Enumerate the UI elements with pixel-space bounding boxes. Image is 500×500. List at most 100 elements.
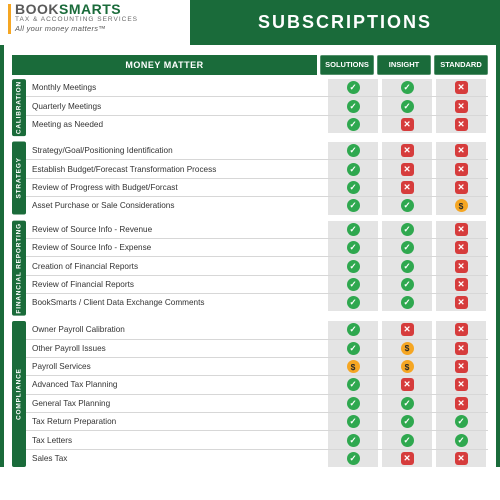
plan-cell: ✓	[326, 294, 380, 311]
logo-box: BOOKSMARTS TAX & ACCOUNTING SERVICES All…	[0, 0, 190, 45]
plan-cell: $	[380, 358, 434, 375]
plan-cell: ✕	[380, 142, 434, 159]
check-icon: ✓	[347, 323, 360, 336]
table-row: Advanced Tax Planning ✓ ✕ ✕	[26, 376, 488, 394]
check-icon: ✓	[347, 223, 360, 236]
check-icon: ✓	[347, 378, 360, 391]
check-icon: ✓	[401, 100, 414, 113]
plan-cell: ✓	[380, 257, 434, 274]
plan-cell: ✓	[326, 276, 380, 293]
plan-header-standard: STANDARD	[434, 55, 488, 75]
cross-icon: ✕	[455, 144, 468, 157]
plan-cell: ✓	[326, 97, 380, 114]
check-icon: ✓	[347, 397, 360, 410]
row-label: Sales Tax	[26, 450, 326, 467]
row-label: Review of Financial Reports	[26, 276, 326, 293]
table-row: Strategy/Goal/Positioning Identification…	[26, 142, 488, 160]
row-label: Monthly Meetings	[26, 79, 326, 96]
check-icon: ✓	[401, 278, 414, 291]
plan-cell: ✕	[434, 294, 488, 311]
section: STRATEGYStrategy/Goal/Positioning Identi…	[12, 142, 488, 215]
check-icon: ✓	[347, 296, 360, 309]
section-label: FINANCIAL REPORTING	[12, 221, 26, 316]
plan-cell: ✕	[434, 239, 488, 256]
check-icon: ✓	[401, 223, 414, 236]
table-row: Quarterly Meetings ✓ ✓ ✕	[26, 97, 488, 115]
plan-cell: ✕	[434, 257, 488, 274]
row-label: Review of Source Info - Expense	[26, 239, 326, 256]
check-icon: ✓	[455, 434, 468, 447]
plan-header-insight: INSIGHT	[377, 55, 431, 75]
dollar-icon: $	[401, 342, 414, 355]
table-row: Tax Return Preparation✓✓✓	[26, 413, 488, 431]
row-label: BookSmarts / Client Data Exchange Commen…	[26, 294, 326, 311]
table-row: Establish Budget/Forecast Transformation…	[26, 160, 488, 178]
plan-cell: ✕	[434, 221, 488, 238]
plan-cell: ✓	[380, 197, 434, 214]
row-label: Quarterly Meetings	[26, 97, 326, 114]
table-row: General Tax Planning✓✓✕	[26, 395, 488, 413]
plan-cell: ✓	[326, 179, 380, 196]
plan-cell: ✕	[434, 116, 488, 133]
logo-word-book: BOOK	[15, 1, 59, 17]
plan-cell: ✕	[434, 97, 488, 114]
cross-icon: ✕	[401, 118, 414, 131]
table-row: Monthly Meetings✓✓✕	[26, 79, 488, 97]
row-label: Other Payroll Issues	[26, 340, 326, 357]
cross-icon: ✕	[401, 181, 414, 194]
row-label: Tax Return Preparation	[26, 413, 326, 430]
banner-title: SUBSCRIPTIONS	[190, 0, 500, 45]
section-rows: Review of Source Info - Revenue✓✓✕Review…	[26, 221, 488, 316]
cross-icon: ✕	[401, 163, 414, 176]
cross-icon: ✕	[455, 118, 468, 131]
check-icon: ✓	[401, 296, 414, 309]
cross-icon: ✕	[455, 100, 468, 113]
cross-icon: ✕	[455, 360, 468, 373]
logo-accent	[8, 4, 11, 34]
cross-icon: ✕	[455, 81, 468, 94]
logo-tagline: All your money matters™	[15, 25, 138, 33]
cross-icon: ✕	[455, 296, 468, 309]
check-icon: ✓	[347, 100, 360, 113]
plan-cell: ✕	[434, 321, 488, 338]
table-row: Meeting as Needed✓ ✕ ✕	[26, 116, 488, 133]
cross-icon: ✕	[455, 223, 468, 236]
cross-icon: ✕	[401, 144, 414, 157]
row-label: Advanced Tax Planning	[26, 376, 326, 393]
plan-cell: $	[326, 358, 380, 375]
table-row: Review of Source Info - Expense✓✓✕	[26, 239, 488, 257]
plan-cell: ✓	[326, 79, 380, 96]
cross-icon: ✕	[455, 181, 468, 194]
dollar-icon: $	[347, 360, 360, 373]
section: COMPLIANCEOwner Payroll Calibration✓✕✕Ot…	[12, 321, 488, 467]
check-icon: ✓	[455, 415, 468, 428]
header-row: MONEY MATTER SOLUTIONS INSIGHT STANDARD	[12, 55, 488, 75]
cross-icon: ✕	[401, 323, 414, 336]
table-row: Review of Source Info - Revenue✓✓✕	[26, 221, 488, 239]
row-label: Meeting as Needed	[26, 116, 326, 133]
table-row: Review of Progress with Budget/Forcast✓✕…	[26, 179, 488, 197]
plan-cell: ✓	[434, 431, 488, 448]
plan-cell: ✓	[380, 276, 434, 293]
check-icon: ✓	[401, 199, 414, 212]
section: FINANCIAL REPORTINGReview of Source Info…	[12, 221, 488, 316]
row-label: Asset Purchase or Sale Considerations	[26, 197, 326, 214]
plan-cell: ✕	[434, 395, 488, 412]
plan-cell: ✓	[380, 97, 434, 114]
plan-cell: ✓	[380, 79, 434, 96]
cross-icon: ✕	[455, 241, 468, 254]
cross-icon: ✕	[401, 378, 414, 391]
table-row: Review of Financial Reports✓✓✕	[26, 276, 488, 294]
cross-icon: ✕	[455, 378, 468, 391]
row-label: Creation of Financial Reports	[26, 257, 326, 274]
dollar-icon: $	[401, 360, 414, 373]
dollar-icon: $	[455, 199, 468, 212]
table-row: Asset Purchase or Sale Considerations✓✓$	[26, 197, 488, 214]
plan-cell: ✓	[326, 116, 380, 133]
check-icon: ✓	[347, 342, 360, 355]
check-icon: ✓	[401, 397, 414, 410]
row-label: Establish Budget/Forecast Transformation…	[26, 160, 326, 177]
plan-cell: ✕	[434, 142, 488, 159]
check-icon: ✓	[401, 434, 414, 447]
check-icon: ✓	[347, 144, 360, 157]
